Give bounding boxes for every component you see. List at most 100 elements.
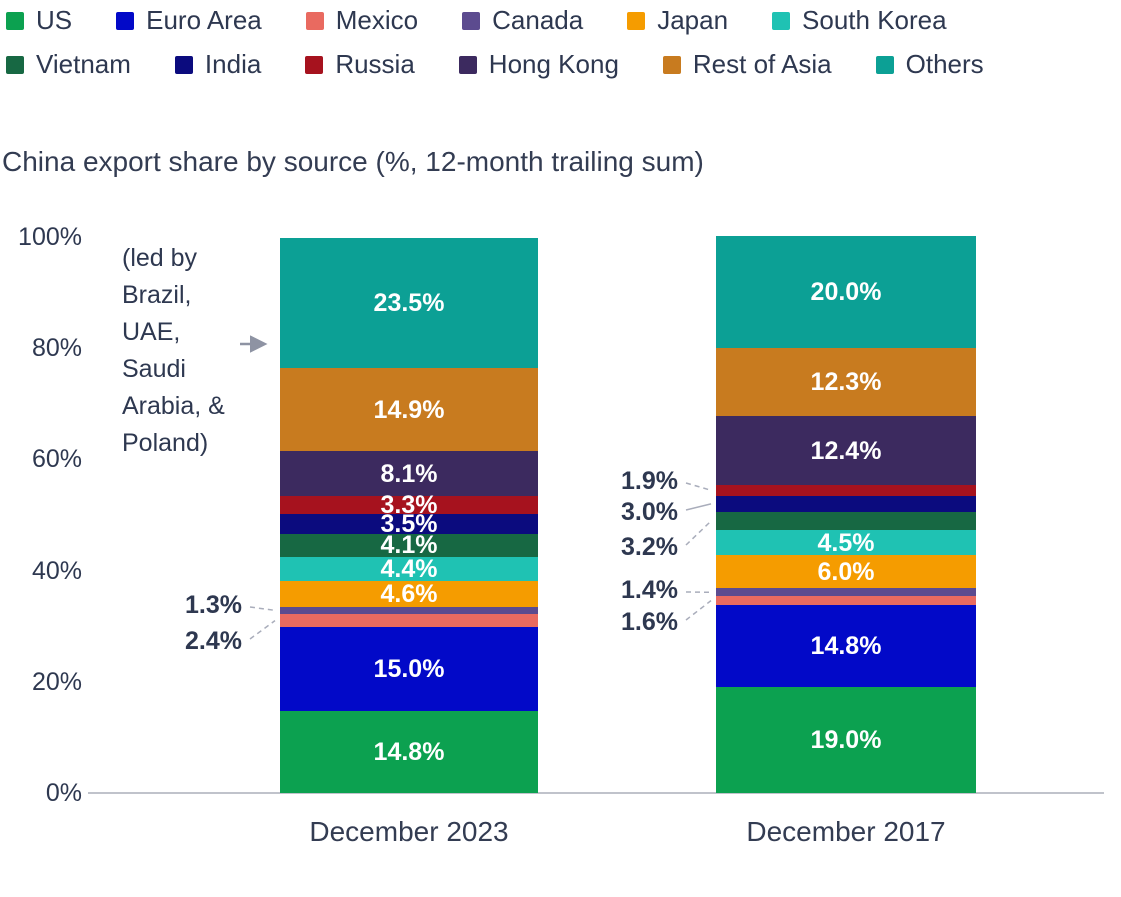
- legend-swatch-icon: [116, 11, 135, 30]
- legend-label: Euro Area: [146, 5, 262, 35]
- legend-item-rest-of-asia: Rest of Asia: [662, 49, 832, 80]
- legend-item-mexico: Mexico: [305, 5, 419, 36]
- segment-japan-december-2017: [716, 555, 976, 589]
- value-label-rest-of-asia-december-2023: 14.9%: [373, 395, 445, 424]
- segment-mexico-december-2023: [280, 613, 538, 628]
- legend-label: Others: [905, 49, 984, 79]
- segment-us-december-2023: [280, 710, 538, 793]
- segment-india-december-2023: [280, 514, 538, 534]
- value-label-others-december-2017: 20.0%: [810, 278, 882, 307]
- segment-russia-december-2017: [716, 484, 976, 496]
- y-tick-20pct: 20%: [31, 667, 82, 696]
- callout-label-mexico-december-2017: 1.6%: [621, 608, 678, 636]
- leader-line-canada: [249, 606, 276, 612]
- segment-south-korea-december-2017: [716, 530, 976, 556]
- annotation-line: UAE,: [122, 318, 181, 346]
- legend-label: India: [204, 49, 262, 79]
- segment-hong-kong-december-2017: [716, 416, 976, 485]
- legend-swatch-icon: [875, 55, 894, 74]
- legend-swatch-icon: [305, 55, 324, 74]
- leader-line-mexico: [685, 600, 712, 621]
- leader-line-mexico: [249, 620, 276, 640]
- legend-item-vietnam: Vietnam: [6, 49, 131, 80]
- segment-euro-area-december-2023: [280, 627, 538, 711]
- value-label-japan-december-2023: 4.6%: [380, 579, 438, 608]
- value-label-euro-area-december-2017: 14.8%: [810, 632, 882, 661]
- y-tick-100pct: 100%: [18, 223, 82, 251]
- legend-row-1: US Euro Area Mexico Canada Japan South Korea: [6, 5, 984, 36]
- legend-label: Canada: [492, 5, 584, 35]
- leader-line-india: [685, 503, 712, 511]
- y-tick-40pct: 40%: [31, 556, 82, 585]
- segment-south-korea-december-2023: [280, 556, 538, 582]
- x-axis-line: [88, 792, 1104, 794]
- leader-line-russia: [685, 482, 712, 491]
- segment-mexico-december-2017: [716, 596, 976, 606]
- segment-japan-december-2023: [280, 581, 538, 607]
- legend-item-russia: Russia: [305, 49, 415, 80]
- y-tick-60pct: 60%: [31, 445, 82, 474]
- value-label-india-december-2023: 3.5%: [380, 510, 438, 539]
- annotation-line: Saudi: [122, 355, 186, 383]
- x-label-december-2023: December 2023: [309, 816, 509, 847]
- value-label-russia-december-2023: 3.3%: [380, 491, 438, 520]
- callout-label-mexico-december-2023: 2.4%: [185, 627, 242, 655]
- legend-swatch-icon: [627, 11, 646, 30]
- callout-label-russia-december-2017: 1.9%: [621, 467, 678, 495]
- y-tick-0pct: 0%: [45, 779, 82, 807]
- value-label-us-december-2017: 19.0%: [810, 726, 882, 755]
- chart-legend: US Euro Area Mexico Canada Japan South Korea V…: [6, 5, 984, 80]
- segment-hong-kong-december-2023: [280, 451, 538, 497]
- value-label-south-korea-december-2017: 4.5%: [817, 528, 875, 557]
- value-label-euro-area-december-2023: 15.0%: [373, 655, 445, 683]
- legend-label: Hong Kong: [488, 49, 619, 79]
- segment-vietnam-december-2023: [280, 533, 538, 557]
- legend-label: Rest of Asia: [692, 49, 832, 79]
- x-label-december-2017: December 2017: [746, 816, 946, 847]
- legend-label: Russia: [335, 49, 415, 79]
- segment-us-december-2017: [716, 687, 976, 793]
- callout-label-india-december-2017: 3.0%: [621, 498, 678, 526]
- segment-others-december-2017: [716, 236, 976, 348]
- value-label-hong-kong-december-2023: 8.1%: [380, 459, 438, 488]
- legend-swatch-icon: [6, 55, 24, 74]
- chart-title: China export share by source (%, 12-mont…: [2, 146, 704, 177]
- segment-vietnam-december-2017: [716, 512, 976, 530]
- annotation-line: Brazil,: [122, 281, 192, 309]
- legend-label: Mexico: [335, 5, 419, 35]
- legend-swatch-icon: [305, 11, 324, 30]
- value-label-us-december-2023: 14.8%: [373, 737, 445, 766]
- segment-russia-december-2023: [280, 496, 538, 515]
- annotation-text: (led by Brazil, UAE, Saudi Arabia, & Poland): [122, 240, 225, 462]
- y-tick-80pct: 80%: [31, 334, 82, 363]
- legend-item-south-korea: South Korea: [772, 5, 947, 36]
- legend-swatch-icon: [6, 11, 24, 30]
- legend-label: Vietnam: [36, 49, 131, 79]
- segment-canada-december-2023: [280, 606, 538, 614]
- segment-rest-of-asia-december-2017: [716, 347, 976, 417]
- legend-row-2: Vietnam India Russia Hong Kong Rest of Asia O…: [6, 49, 984, 80]
- legend-swatch-icon: [462, 11, 481, 30]
- legend-swatch-icon: [772, 11, 791, 30]
- legend-item-others: Others: [875, 49, 984, 80]
- legend-item-hong-kong: Hong Kong: [458, 49, 619, 80]
- legend-item-us: US: [6, 5, 72, 36]
- value-label-japan-december-2017: 6.0%: [817, 557, 875, 586]
- legend-item-euro-area: Euro Area: [116, 5, 262, 36]
- legend-item-canada: Canada: [462, 5, 583, 36]
- value-label-south-korea-december-2023: 4.4%: [380, 554, 438, 583]
- annotation-line: Poland): [122, 429, 209, 457]
- value-label-vietnam-december-2023: 4.1%: [380, 531, 438, 560]
- segment-rest-of-asia-december-2023: [280, 368, 538, 452]
- legend-swatch-icon: [458, 55, 477, 74]
- leader-line-vietnam: [685, 520, 712, 546]
- legend-swatch-icon: [662, 55, 681, 74]
- value-label-others-december-2023: 23.5%: [373, 288, 445, 317]
- legend-item-japan: Japan: [627, 5, 728, 36]
- legend-item-india: India: [174, 49, 262, 80]
- callout-label-vietnam-december-2017: 3.2%: [621, 533, 678, 561]
- segment-canada-december-2017: [716, 588, 976, 597]
- annotation-line: Arabia, &: [122, 392, 225, 420]
- segment-euro-area-december-2017: [716, 605, 976, 688]
